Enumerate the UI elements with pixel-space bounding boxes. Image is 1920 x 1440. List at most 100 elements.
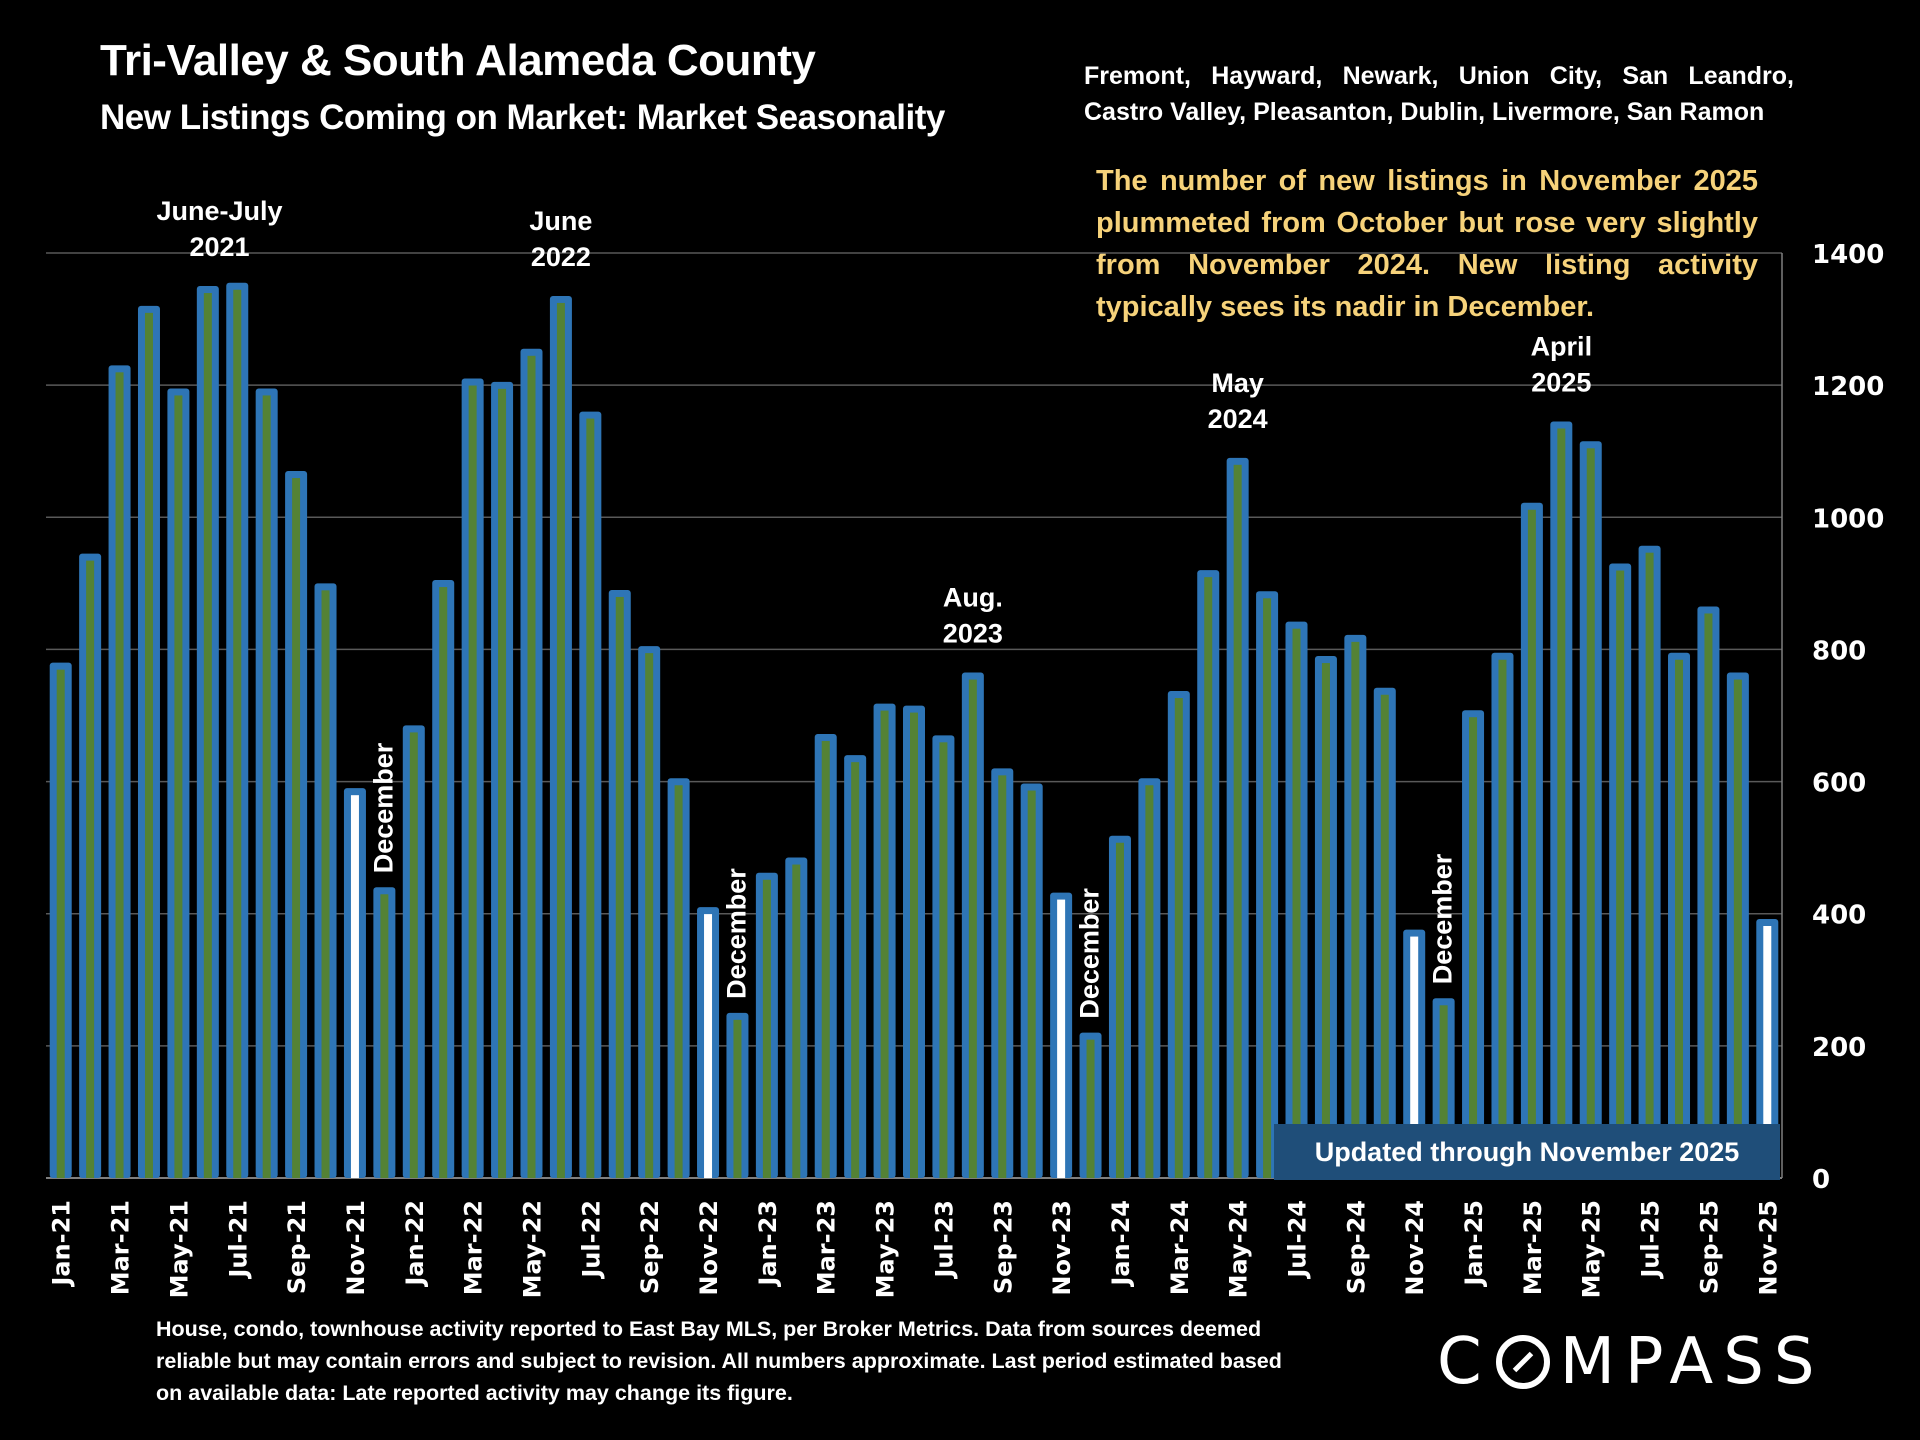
x-tick-label: Jan-22 bbox=[401, 1200, 429, 1288]
bar-mar-22 bbox=[461, 378, 484, 1178]
x-tick-label: Sep-22 bbox=[636, 1200, 664, 1294]
bar-aug-22 bbox=[608, 589, 631, 1178]
bar-nov-22 bbox=[697, 907, 720, 1178]
bar-fill bbox=[1733, 679, 1742, 1178]
bar-fill bbox=[233, 289, 242, 1178]
bar-fill bbox=[86, 560, 95, 1178]
bar-dec-22 bbox=[726, 1012, 749, 1178]
x-tick-label: May-21 bbox=[165, 1200, 193, 1298]
x-tick-label: Jan-25 bbox=[1460, 1200, 1488, 1288]
bar-fill bbox=[439, 587, 448, 1178]
bar-feb-24 bbox=[1138, 778, 1161, 1178]
bar-fill bbox=[115, 372, 124, 1179]
x-tick-label: Jan-24 bbox=[1107, 1200, 1135, 1288]
bar-oct-24 bbox=[1373, 687, 1396, 1178]
peak-label: June-July bbox=[157, 196, 283, 226]
bar-fill bbox=[851, 762, 860, 1178]
bar-jan-23 bbox=[755, 872, 778, 1178]
bar-apr-23 bbox=[844, 755, 867, 1178]
bar-fill bbox=[762, 879, 771, 1178]
bar-fill bbox=[1498, 659, 1507, 1178]
y-axis-ticks: 0 200 400 600 800 1000 1200 1400 bbox=[1812, 240, 1884, 1195]
bar-fill bbox=[674, 785, 683, 1178]
bar-fill bbox=[586, 418, 595, 1179]
x-tick-label: Sep-24 bbox=[1342, 1200, 1370, 1294]
y-tick-label: 600 bbox=[1812, 769, 1866, 799]
bar-chart: 0 200 400 600 800 1000 1200 1400 Jan-21 Mar-21 Ma… bbox=[46, 196, 1884, 1298]
bar-fill bbox=[468, 385, 477, 1178]
bar-fill bbox=[1616, 570, 1625, 1178]
x-tick-label: May-22 bbox=[518, 1200, 546, 1298]
bar-fill bbox=[1557, 428, 1566, 1178]
cities-list: Fremont, Hayward, Newark, Union City, Sa… bbox=[1084, 62, 1794, 126]
x-tick-label: Sep-25 bbox=[1695, 1200, 1723, 1294]
bar-fill bbox=[527, 355, 536, 1178]
x-tick-label: Nov-21 bbox=[342, 1200, 370, 1296]
bar-nov-23 bbox=[1050, 892, 1073, 1178]
bar-feb-21 bbox=[79, 553, 102, 1178]
bar-may-23 bbox=[873, 703, 896, 1178]
bar-aug-24 bbox=[1314, 656, 1337, 1178]
bar-fill bbox=[1704, 613, 1713, 1178]
peak-label: May bbox=[1211, 368, 1264, 398]
bar-fill bbox=[1292, 628, 1301, 1178]
bar-feb-25 bbox=[1491, 652, 1514, 1178]
x-tick-label: Mar-24 bbox=[1166, 1200, 1194, 1295]
bar-fill bbox=[1204, 577, 1213, 1178]
bar-highlight-fill bbox=[350, 795, 359, 1178]
peak-label: 2021 bbox=[190, 232, 250, 262]
bar-nov-21 bbox=[343, 788, 366, 1178]
bar-jan-24 bbox=[1108, 835, 1131, 1178]
updated-badge: Updated through November 2025 bbox=[1274, 1124, 1780, 1180]
x-tick-label: Jul-23 bbox=[930, 1200, 958, 1280]
bar-feb-22 bbox=[432, 580, 455, 1178]
bar-fill bbox=[910, 712, 918, 1178]
commentary-text: The number of new listings in November 2… bbox=[1096, 165, 1758, 323]
bar-may-21 bbox=[167, 388, 190, 1179]
bar-jun-25 bbox=[1609, 563, 1632, 1178]
bar-fill bbox=[1027, 790, 1036, 1178]
bar-fill bbox=[968, 679, 977, 1178]
annotations: June-July 2021 June 2022 Aug. 2023 May 2024 Apri… bbox=[157, 196, 1593, 1019]
bar-may-22 bbox=[520, 348, 543, 1178]
bar-fill bbox=[203, 293, 212, 1178]
y-tick-label: 1400 bbox=[1812, 240, 1884, 270]
bar-fill bbox=[1439, 1005, 1448, 1178]
bar-fill bbox=[939, 742, 948, 1178]
bar-fill bbox=[1086, 1039, 1095, 1178]
footer-note: House, condo, townhouse activity reporte… bbox=[156, 1317, 1282, 1405]
peak-label: April bbox=[1531, 331, 1593, 361]
logo-letters-rest: MPASS bbox=[1559, 1325, 1825, 1399]
bar-mar-21 bbox=[108, 365, 131, 1179]
bar-jul-24 bbox=[1285, 621, 1308, 1178]
bar-sep-22 bbox=[638, 646, 661, 1178]
peak-label: 2022 bbox=[531, 242, 591, 272]
x-tick-label: Mar-23 bbox=[813, 1200, 841, 1295]
bar-fill bbox=[262, 395, 271, 1179]
bar-fill bbox=[1645, 552, 1654, 1178]
bar-jan-22 bbox=[402, 725, 425, 1178]
x-tick-label: May-23 bbox=[872, 1200, 900, 1298]
compass-o-icon bbox=[1495, 1335, 1550, 1389]
bar-jul-25 bbox=[1638, 545, 1661, 1178]
bar-apr-21 bbox=[137, 305, 160, 1178]
peak-label: June bbox=[529, 206, 592, 236]
bar-nov-24 bbox=[1403, 929, 1426, 1178]
bar-sep-24 bbox=[1344, 634, 1367, 1178]
bar-jun-23 bbox=[903, 705, 925, 1178]
bar-fill bbox=[821, 741, 830, 1178]
bar-fill bbox=[1469, 717, 1478, 1178]
bar-apr-22 bbox=[491, 381, 514, 1178]
bar-fill bbox=[1115, 842, 1124, 1178]
chart-title: Tri-Valley & South Alameda County bbox=[100, 36, 816, 85]
bar-fill bbox=[1263, 598, 1272, 1178]
bar-sep-21 bbox=[285, 471, 308, 1178]
bar-jun-22 bbox=[549, 295, 572, 1179]
y-tick-label: 400 bbox=[1812, 901, 1866, 931]
bar-jan-25 bbox=[1462, 710, 1485, 1178]
bar-jul-22 bbox=[579, 411, 602, 1179]
bar-fill bbox=[1380, 694, 1389, 1178]
x-tick-label: Jan-21 bbox=[48, 1200, 76, 1288]
bar-mar-24 bbox=[1167, 691, 1190, 1178]
bar-fill bbox=[1174, 698, 1183, 1178]
